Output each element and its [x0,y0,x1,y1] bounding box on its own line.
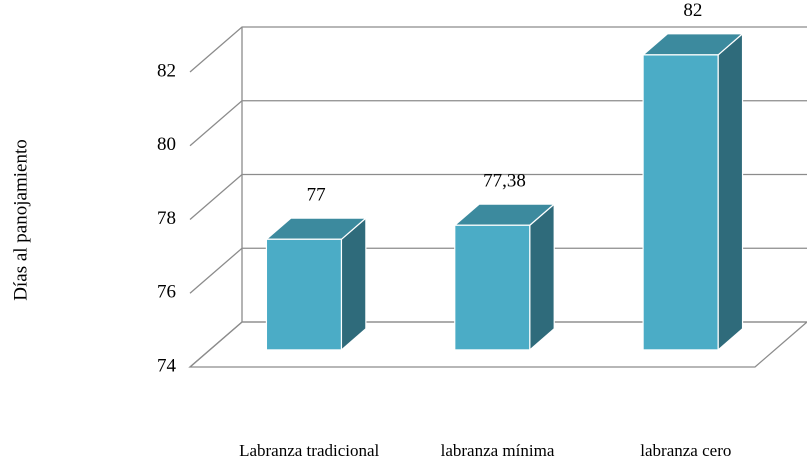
y-tick-label: 82 [157,60,176,81]
x-tick-label: labranza cero [640,441,731,460]
bar-side [340,216,367,352]
value-label: 82 [683,0,702,21]
y-tick-label: 74 [157,355,177,376]
y-axis-label: Días al panojamiento [10,139,31,300]
y-tick-label: 76 [157,282,176,303]
y-tick-label: 80 [157,134,176,155]
value-label: 77,38 [483,170,526,191]
bar [454,224,531,351]
bar [265,238,343,351]
bar-side [529,202,555,352]
value-label: 77 [307,184,326,205]
x-tick-label: labranza mínima [441,441,555,460]
y-tick-label: 78 [157,208,176,229]
bar [642,54,719,351]
x-tick-label: Labranza tradicional [239,441,379,460]
bar-side [717,32,744,352]
